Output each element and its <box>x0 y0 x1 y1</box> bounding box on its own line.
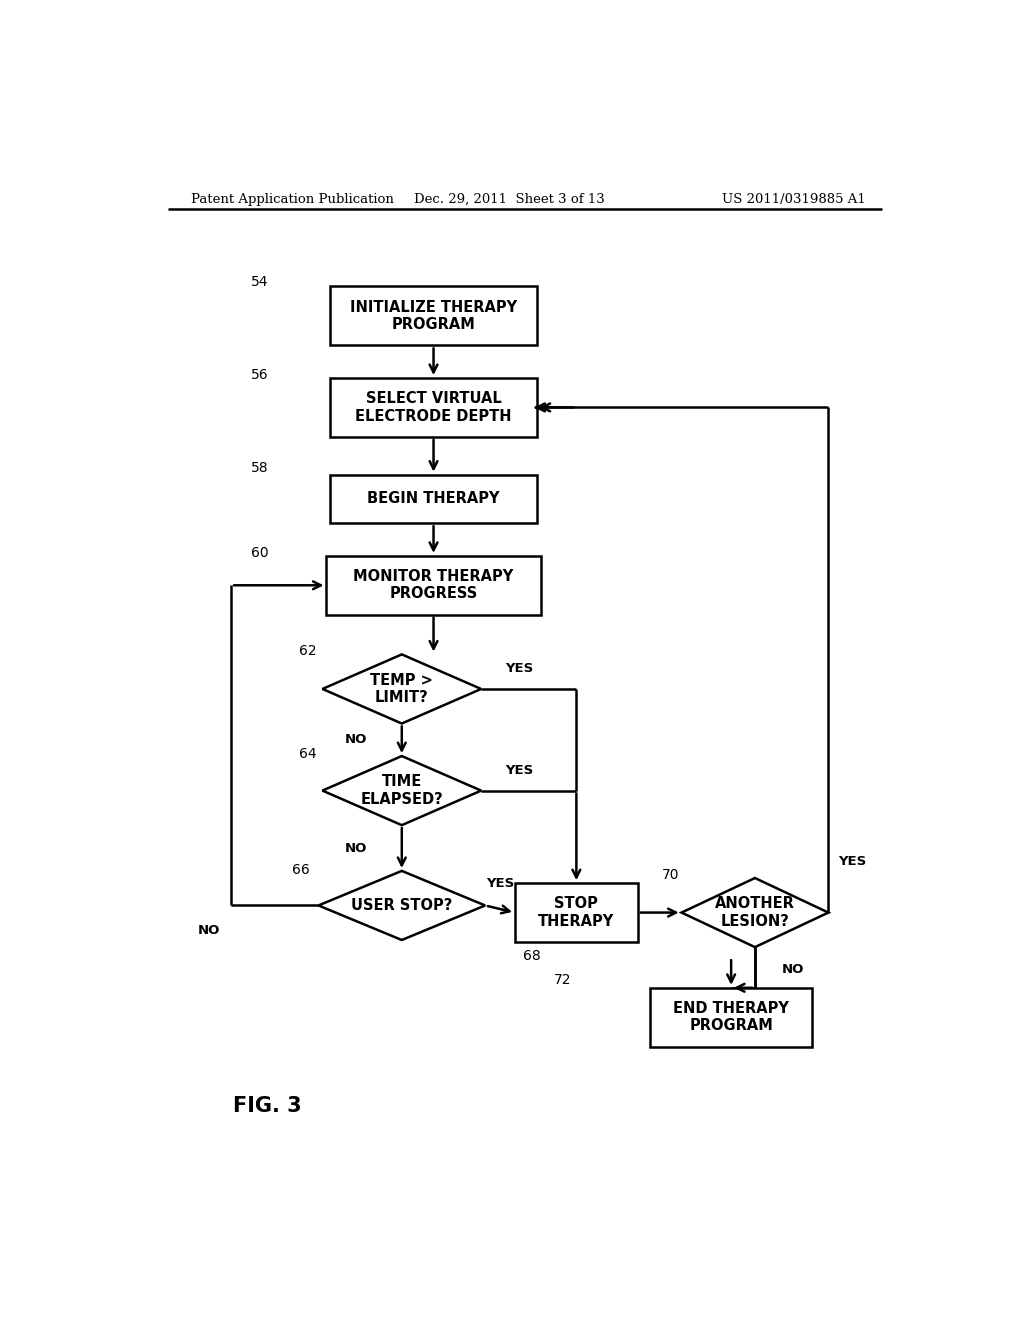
Text: TIME
ELAPSED?: TIME ELAPSED? <box>360 775 443 807</box>
Text: 66: 66 <box>292 863 310 876</box>
Text: NO: NO <box>198 924 220 937</box>
Text: BEGIN THERAPY: BEGIN THERAPY <box>368 491 500 507</box>
Text: YES: YES <box>505 663 534 675</box>
FancyBboxPatch shape <box>331 474 537 523</box>
FancyBboxPatch shape <box>515 883 638 942</box>
Text: 56: 56 <box>251 368 268 381</box>
Text: Patent Application Publication: Patent Application Publication <box>191 193 394 206</box>
Text: USER STOP?: USER STOP? <box>351 898 453 913</box>
Text: 58: 58 <box>251 462 268 475</box>
FancyBboxPatch shape <box>327 556 541 615</box>
FancyBboxPatch shape <box>331 378 537 437</box>
Text: 72: 72 <box>554 973 571 986</box>
Text: 68: 68 <box>523 949 541 964</box>
Text: MONITOR THERAPY
PROGRESS: MONITOR THERAPY PROGRESS <box>353 569 514 602</box>
Text: 54: 54 <box>251 276 268 289</box>
Text: YES: YES <box>505 764 534 776</box>
Text: NO: NO <box>344 734 367 746</box>
FancyBboxPatch shape <box>650 987 812 1047</box>
Text: ANOTHER
LESION?: ANOTHER LESION? <box>715 896 795 929</box>
Text: 60: 60 <box>251 545 268 560</box>
Text: NO: NO <box>344 842 367 854</box>
Text: US 2011/0319885 A1: US 2011/0319885 A1 <box>722 193 866 206</box>
Text: 70: 70 <box>663 869 680 882</box>
Polygon shape <box>318 871 485 940</box>
FancyBboxPatch shape <box>331 286 537 346</box>
Text: STOP
THERAPY: STOP THERAPY <box>539 896 614 929</box>
Text: INITIALIZE THERAPY
PROGRAM: INITIALIZE THERAPY PROGRAM <box>350 300 517 333</box>
Text: SELECT VIRTUAL
ELECTRODE DEPTH: SELECT VIRTUAL ELECTRODE DEPTH <box>355 391 512 424</box>
Text: YES: YES <box>485 876 514 890</box>
Text: NO: NO <box>782 964 804 975</box>
Text: 64: 64 <box>299 747 316 762</box>
Text: FIG. 3: FIG. 3 <box>232 1096 301 1115</box>
Text: Dec. 29, 2011  Sheet 3 of 13: Dec. 29, 2011 Sheet 3 of 13 <box>414 193 604 206</box>
Text: 62: 62 <box>299 644 316 659</box>
Polygon shape <box>323 655 481 723</box>
Text: END THERAPY
PROGRAM: END THERAPY PROGRAM <box>673 1001 790 1034</box>
Text: TEMP >
LIMIT?: TEMP > LIMIT? <box>371 673 433 705</box>
Polygon shape <box>323 756 481 825</box>
Polygon shape <box>682 878 828 948</box>
Text: YES: YES <box>838 855 866 869</box>
